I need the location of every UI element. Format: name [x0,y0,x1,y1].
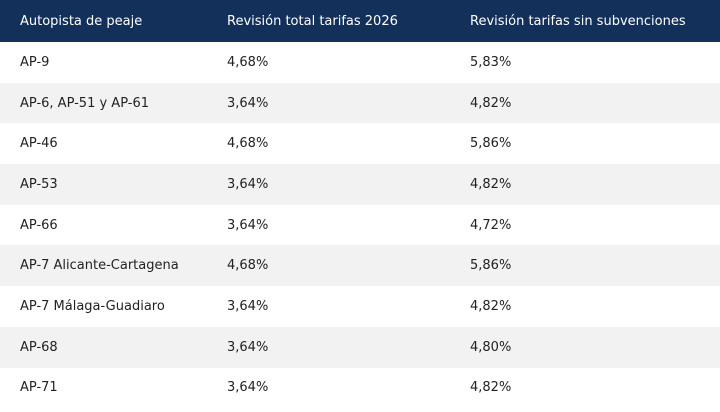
table-row: AP-71 3,64% 4,82% [0,368,720,409]
table-row: AP-6, AP-51 y AP-61 3,64% 4,82% [0,82,720,124]
table-row: AP-9 4,68% 5,83% [0,42,720,83]
table-cell: 4,82% [470,82,720,124]
table-cell: 3,64% [227,326,470,368]
table-cell: 3,64% [227,82,470,124]
table-cell: AP-7 Málaga-Guadiaro [20,298,165,314]
table-cell: AP-53 [0,164,227,205]
table-cell: AP-46 [20,136,58,152]
table-row: AP-53 3,64% 4,82% [0,164,720,205]
table-cell: 4,82% [470,380,512,396]
table-row: AP-7 Alicante-Cartagena 4,68% 5,86% [0,245,720,287]
table-cell: 5,86% [470,136,512,152]
table-cell: 3,64% [227,380,269,396]
table-row: AP-68 3,64% 4,80% [0,326,720,368]
table-cell: AP-7 Alicante-Cartagena [0,245,227,287]
table-cell: 4,80% [470,326,720,368]
header-cell: Revisión tarifas sin subvenciones [470,0,720,42]
table-cell: 5,86% [470,245,720,287]
table-cell: 4,68% [227,54,269,70]
table-cell: AP-6, AP-51 y AP-61 [0,82,227,124]
table-cell: AP-9 [20,54,50,70]
table-cell: 3,64% [227,298,269,314]
table-cell: 4,82% [470,164,720,205]
table-cell: 4,68% [227,245,470,287]
header-row: Autopista de peaje Revisión total tarifas… [0,0,720,42]
table-cell: 5,83% [470,54,512,70]
header-cell: Revisión total tarifas 2026 [227,0,470,42]
table-row: AP-46 4,68% 5,86% [0,123,720,164]
table-cell: AP-68 [0,326,227,368]
header-cell: Autopista de peaje [0,0,227,42]
table-cell: 4,68% [227,136,269,152]
table-cell: 4,72% [470,217,512,233]
table-cell: 3,64% [227,164,470,205]
table-cell: 3,64% [227,217,269,233]
table-cell: 4,82% [470,298,512,314]
table-cell: AP-71 [20,380,58,396]
table-row: AP-66 3,64% 4,72% [0,205,720,246]
table-cell: AP-66 [20,217,58,233]
table-body: AP-9 4,68% 5,83% AP-6, AP-51 y AP-61 3,64% 4,… [0,42,720,408]
table-row: AP-7 Málaga-Guadiaro 3,64% 4,82% [0,286,720,327]
